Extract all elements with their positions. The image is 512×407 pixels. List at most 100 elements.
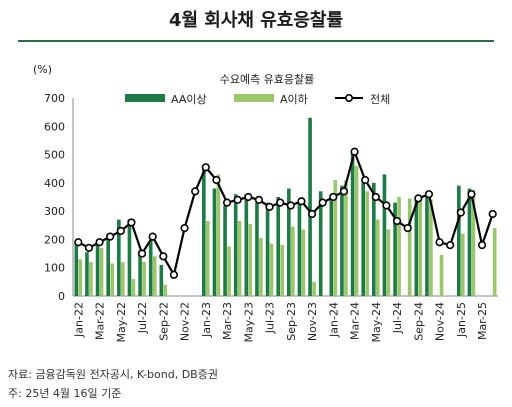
y-tick-label: 200: [44, 233, 65, 246]
total-marker: [456, 208, 465, 217]
x-tick-label: Jul-24: [391, 302, 404, 334]
bar-aa: [350, 151, 355, 296]
bar-a: [110, 263, 114, 296]
bar-aa: [340, 185, 344, 296]
bar-a: [354, 165, 359, 296]
bar-aa: [308, 117, 312, 296]
bar-aa: [393, 202, 397, 296]
bar-a: [216, 174, 221, 296]
x-tick-label: Jul-22: [136, 302, 149, 334]
total-marker: [95, 238, 104, 247]
total-marker: [392, 216, 402, 226]
bar-a: [280, 245, 284, 296]
total-marker: [361, 175, 370, 185]
total-marker: [244, 192, 253, 202]
bar-aa: [244, 194, 249, 296]
total-marker: [159, 252, 168, 261]
bar-a: [460, 233, 465, 296]
bar-a: [418, 195, 423, 296]
bar-aa: [414, 199, 419, 296]
bar-a: [375, 219, 380, 296]
total-marker: [318, 198, 327, 207]
total-marker: [350, 147, 359, 156]
bar-a: [439, 254, 444, 296]
x-tick-label: Sep-24: [412, 302, 425, 341]
bar-aa: [276, 197, 280, 296]
bar-a: [386, 229, 391, 296]
y-axis-unit: (%): [33, 63, 52, 76]
page-title: 4월 회사채 유효응찰률: [168, 10, 344, 31]
bar-aa: [74, 243, 79, 296]
legend-swatch-a: [234, 94, 274, 102]
bar-aa: [202, 168, 206, 296]
x-tick-label: Jul-23: [264, 302, 277, 334]
bar-a: [429, 199, 433, 296]
total-marker: [446, 240, 455, 250]
footnote: 주: 25년 4월 16일 기준: [8, 387, 122, 400]
total-marker: [435, 238, 444, 247]
bar-aa: [265, 202, 270, 296]
bar-aa: [95, 242, 100, 296]
total-marker: [307, 209, 317, 219]
bar-a: [259, 238, 263, 296]
source-note: 자료: 금융감독원 전자공시, K-bond, DB증권: [8, 368, 218, 381]
total-marker: [286, 201, 295, 210]
x-tick-label: Jan-22: [72, 302, 85, 338]
y-tick-label: 500: [44, 149, 65, 162]
total-marker: [191, 187, 200, 196]
total-line-series: [74, 147, 497, 279]
bar-a: [312, 281, 316, 296]
x-tick-label: Mar-25: [476, 302, 489, 340]
total-marker: [254, 195, 264, 204]
bar-aa: [255, 202, 259, 296]
bar-a: [407, 198, 412, 296]
total-marker: [414, 194, 423, 203]
bar-a: [99, 247, 104, 296]
bar-a: [397, 197, 401, 296]
bar-aa: [467, 188, 472, 296]
total-marker: [222, 198, 232, 207]
bar-a: [237, 221, 242, 296]
legend-swatch-aa: [125, 94, 165, 102]
total-marker: [116, 226, 125, 236]
total-marker: [137, 249, 147, 258]
bar-aa: [117, 219, 121, 296]
x-tick-label: Nov-22: [179, 302, 192, 341]
bar-aa: [287, 188, 291, 296]
bar-a: [78, 259, 83, 296]
x-tick-label: Jan-25: [455, 302, 468, 338]
legend: AA이상 A이하 전체: [125, 92, 390, 106]
bar-a: [365, 191, 369, 296]
bar-aa: [382, 174, 387, 296]
x-tick-label: Mar-23: [221, 302, 234, 340]
title-divider: [18, 40, 494, 42]
bar-aa: [233, 194, 238, 296]
bar-a: [333, 180, 338, 296]
total-marker: [127, 218, 136, 227]
legend-label-total: 전체: [370, 93, 390, 106]
y-tick-label: 0: [58, 290, 65, 303]
bar-a: [120, 262, 125, 296]
total-marker: [148, 232, 157, 241]
total-marker: [169, 270, 179, 279]
x-tick-label: May-23: [242, 302, 255, 343]
total-marker: [201, 163, 210, 172]
x-tick-label: Sep-23: [285, 302, 298, 341]
bar-a: [89, 262, 93, 296]
bar-aa: [138, 250, 142, 296]
total-marker: [233, 195, 242, 204]
bar-a: [471, 189, 476, 296]
bar-a: [290, 226, 295, 296]
legend-label-aa: AA이상: [171, 93, 207, 106]
total-marker: [403, 224, 412, 233]
y-tick-labels: 0 100 200 300 400 500 600 700: [44, 92, 65, 303]
bar-aa: [361, 182, 365, 296]
bar-aa: [372, 182, 376, 296]
y-tick-label: 600: [44, 120, 65, 133]
x-tick-label: May-24: [370, 302, 383, 343]
bar-a: [142, 262, 146, 296]
bar-aa: [85, 252, 89, 296]
y-tick-label: 300: [44, 205, 65, 218]
x-tick-label: May-22: [115, 302, 128, 343]
total-line: [77, 150, 494, 276]
